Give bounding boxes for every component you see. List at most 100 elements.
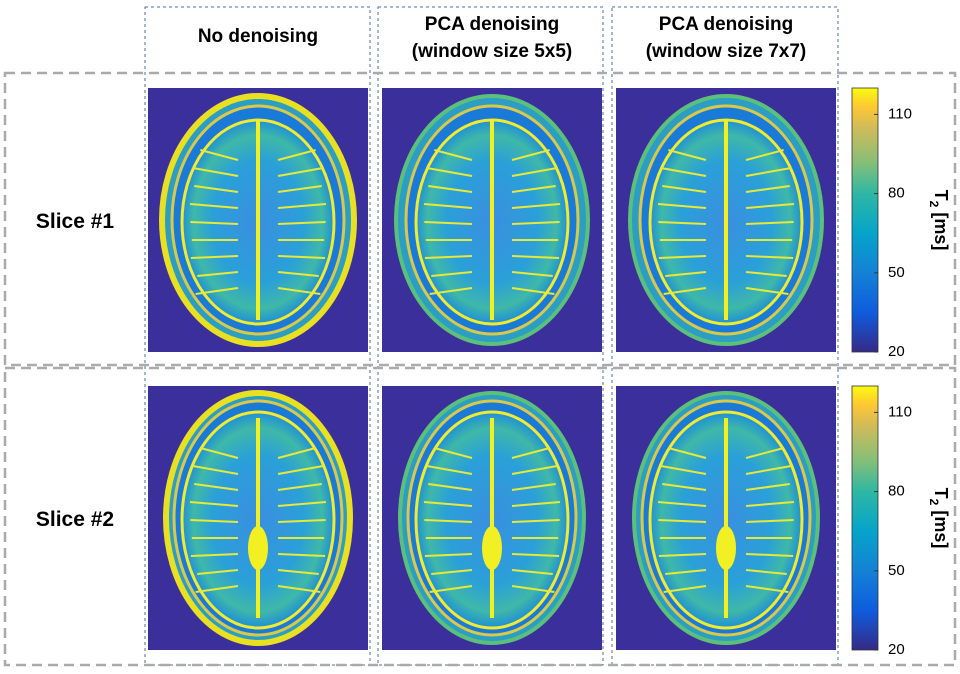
sulcus — [745, 585, 789, 593]
column-frame — [144, 6, 371, 666]
sulcus — [424, 519, 473, 523]
sulcus — [192, 465, 239, 475]
brain-image — [616, 386, 836, 650]
sulcus — [277, 483, 322, 491]
sulcus — [658, 553, 707, 557]
column-header: (window size 7x7) — [646, 41, 806, 62]
colorbar-tick-label: 110 — [888, 105, 912, 122]
colorbar — [851, 385, 879, 651]
sulcus — [663, 585, 707, 593]
sulcus — [277, 501, 327, 507]
sulcus — [428, 185, 473, 193]
colorbar-tick-label: 80 — [888, 483, 905, 500]
sulcus — [663, 287, 707, 295]
colorbar-subscript: 2 — [927, 201, 941, 208]
sulcus — [277, 519, 326, 523]
sulcus — [668, 149, 707, 161]
sulcus — [511, 483, 556, 491]
sulcus — [194, 483, 239, 491]
sulcus — [662, 483, 707, 491]
sulcus — [511, 271, 553, 277]
sulcus — [511, 221, 560, 225]
brain-image — [148, 386, 368, 650]
sulcus — [190, 255, 239, 259]
sulcus — [511, 569, 553, 575]
sulcus — [192, 167, 239, 177]
sulcus — [745, 167, 792, 177]
sulcus — [424, 221, 473, 225]
column-header: PCA denoising — [425, 14, 559, 35]
sulcus — [658, 221, 707, 225]
sulcus — [277, 465, 324, 475]
sulcus — [745, 569, 787, 575]
row-frame — [3, 71, 957, 367]
sulcus — [189, 203, 239, 209]
sulcus — [511, 167, 558, 177]
sulcus — [745, 149, 784, 161]
sulcus — [195, 287, 239, 295]
sulcus — [277, 203, 327, 209]
column-header: PCA denoising — [659, 14, 793, 35]
colorbar-tick-label: 50 — [888, 264, 905, 281]
sulcus — [277, 255, 326, 259]
colorbar-subscript: 2 — [927, 499, 941, 506]
sulcus — [658, 255, 707, 259]
colorbar-unit: [ms] — [931, 510, 951, 548]
sulcus — [434, 149, 473, 161]
sulcus — [668, 447, 707, 459]
sulcus — [745, 447, 784, 459]
sulcus — [665, 271, 707, 277]
sulcus — [511, 149, 550, 161]
row-label: Slice #1 — [36, 210, 115, 233]
sulcus — [428, 483, 473, 491]
sulcus — [745, 553, 794, 557]
sulcus — [745, 271, 787, 277]
sulcus — [426, 167, 473, 177]
sulcus — [662, 185, 707, 193]
sulcus — [511, 465, 558, 475]
sulcus — [190, 553, 239, 557]
sulcus — [745, 483, 790, 491]
sulcus — [511, 287, 555, 295]
sulcus — [194, 185, 239, 193]
colorbar-tick-label: 110 — [888, 403, 912, 420]
sulcus — [277, 447, 316, 459]
sulcus — [511, 501, 561, 507]
sulcus — [277, 167, 324, 177]
colorbar-symbol: T — [931, 190, 951, 201]
sulcus — [745, 501, 795, 507]
sulcus — [658, 519, 707, 523]
sulcus — [745, 519, 794, 523]
sulcus — [511, 585, 555, 593]
row-frame — [3, 366, 957, 667]
sulcus — [431, 271, 473, 277]
sulcus — [423, 203, 473, 209]
sulcus — [190, 221, 239, 225]
sulcus — [277, 271, 319, 277]
row-label: Slice #2 — [36, 508, 114, 531]
sulcus — [277, 569, 319, 575]
sulcus — [277, 553, 326, 557]
sulcus — [511, 519, 560, 523]
sulcus — [424, 255, 473, 259]
sulcus — [197, 271, 239, 277]
colorbar-symbol: T — [931, 488, 951, 499]
sulcus — [426, 465, 473, 475]
sulcus — [660, 167, 707, 177]
column-header: (window size 5x5) — [412, 41, 572, 62]
sulcus — [277, 585, 321, 593]
sulcus — [200, 149, 239, 161]
sulcus — [189, 501, 239, 507]
sulcus — [745, 185, 790, 193]
colorbar-tick-label: 80 — [888, 185, 905, 202]
column-frame — [377, 6, 604, 666]
sulcus — [660, 465, 707, 475]
sulcus — [434, 447, 473, 459]
ventricle — [248, 526, 268, 570]
colorbar — [851, 87, 879, 353]
brain-image — [382, 88, 602, 352]
sulcus — [745, 287, 789, 295]
sulcus — [277, 185, 322, 193]
sulcus — [511, 553, 560, 557]
